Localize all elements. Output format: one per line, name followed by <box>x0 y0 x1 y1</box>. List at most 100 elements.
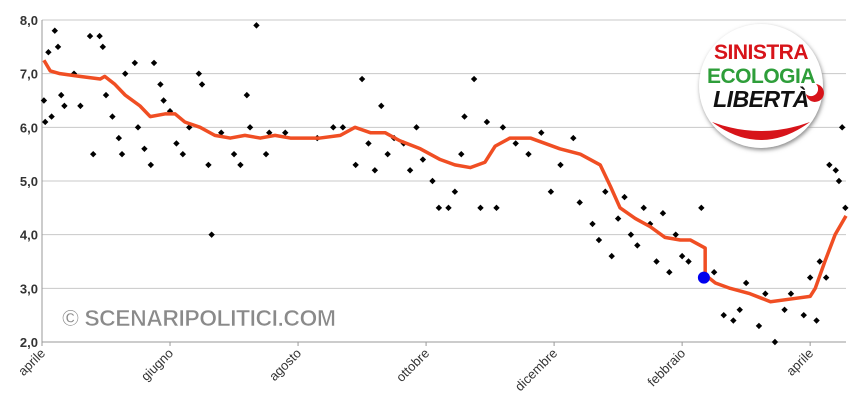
poll-point <box>118 150 126 158</box>
poll-point <box>826 161 833 169</box>
y-tick-label: 7,0 <box>20 67 38 82</box>
poll-point <box>678 252 686 260</box>
poll-point <box>595 236 603 244</box>
y-tick-label: 2,0 <box>20 335 38 350</box>
poll-point <box>40 97 48 104</box>
poll-point <box>653 258 660 265</box>
x-tick-label: aprile <box>783 346 816 379</box>
poll-point <box>282 129 289 136</box>
poll-point <box>352 161 359 169</box>
poll-point <box>730 317 737 324</box>
poll-point <box>602 188 609 195</box>
x-tick-label: aprile <box>15 346 48 379</box>
poll-point <box>470 75 478 83</box>
poll-point <box>835 177 843 185</box>
poll-point <box>781 306 788 313</box>
poll-point <box>435 204 443 212</box>
poll-point <box>157 81 164 88</box>
poll-point <box>736 306 743 313</box>
poll-point <box>42 118 49 126</box>
poll-point <box>685 258 692 265</box>
poll-point <box>198 81 206 88</box>
poll-point <box>378 102 385 110</box>
poll-point <box>262 150 270 158</box>
poll-point <box>147 161 155 169</box>
poll-point <box>419 156 427 163</box>
poll-point <box>842 204 849 212</box>
poll-point <box>806 274 814 281</box>
poll-point <box>499 124 507 131</box>
poll-point <box>358 75 366 83</box>
poll-point <box>365 140 372 147</box>
poll-point <box>150 59 158 67</box>
poll-point <box>205 161 212 169</box>
poll-point <box>237 161 244 169</box>
poll-point <box>710 269 718 276</box>
poll-point <box>816 258 823 265</box>
poll-point <box>755 322 763 330</box>
poll-point <box>525 150 532 158</box>
logo-moon <box>806 84 824 102</box>
logo-swoosh <box>712 122 810 140</box>
poll-point <box>266 129 273 136</box>
poll-point <box>666 269 673 276</box>
poll-point <box>134 124 142 131</box>
poll-point <box>166 108 174 115</box>
poll-point <box>218 129 225 136</box>
poll-point <box>179 150 187 158</box>
poll-point <box>230 150 238 158</box>
poll-point <box>413 124 420 131</box>
poll-point <box>51 27 59 34</box>
poll-point <box>640 204 647 212</box>
poll-point <box>483 118 491 126</box>
poll-point <box>570 134 577 142</box>
poll-point <box>659 210 667 217</box>
poll-point <box>822 274 830 281</box>
y-tick-label: 6,0 <box>20 120 38 135</box>
poll-point <box>195 70 203 77</box>
poll-point <box>45 49 52 56</box>
watermark: © SCENARIPOLITICI.COM <box>62 305 336 331</box>
poll-point <box>771 338 779 346</box>
poll-point <box>838 124 846 131</box>
poll-point <box>54 43 62 51</box>
poll-point <box>672 231 679 238</box>
poll-point <box>253 22 260 29</box>
poll-point <box>131 59 139 67</box>
poll-point <box>538 129 545 136</box>
highlight-point <box>697 271 710 284</box>
logo-disc <box>699 24 823 148</box>
poll-point <box>589 220 596 228</box>
trend-line <box>42 59 848 304</box>
logo-text: ECOLOGIA <box>707 65 815 88</box>
poll-point <box>547 188 555 195</box>
poll-point <box>429 177 436 185</box>
poll-point <box>371 167 379 174</box>
x-tick-label: dicembre <box>512 346 560 394</box>
poll-point <box>477 204 484 212</box>
y-tick-label: 3,0 <box>20 281 38 296</box>
poll-point <box>458 150 465 158</box>
poll-point <box>627 231 635 238</box>
poll-point <box>406 167 414 174</box>
poll-point <box>787 290 795 297</box>
poll-point <box>86 32 94 40</box>
poll-point <box>208 231 215 238</box>
poll-point <box>122 70 129 77</box>
x-tick-label: agosto <box>266 346 304 384</box>
y-tick-label: 5,0 <box>20 174 38 189</box>
poll-point <box>58 91 65 99</box>
poll-point <box>77 102 84 110</box>
poll-point <box>115 134 123 142</box>
poll-point <box>576 199 583 206</box>
poll-point <box>614 215 622 222</box>
x-tick-label: giugno <box>138 346 176 384</box>
poll-point <box>61 102 68 110</box>
logo-text: SINISTRA <box>714 41 808 64</box>
poll-point <box>720 311 727 319</box>
poll-point <box>141 145 148 152</box>
poll-point <box>557 161 564 169</box>
poll-point <box>160 97 167 104</box>
